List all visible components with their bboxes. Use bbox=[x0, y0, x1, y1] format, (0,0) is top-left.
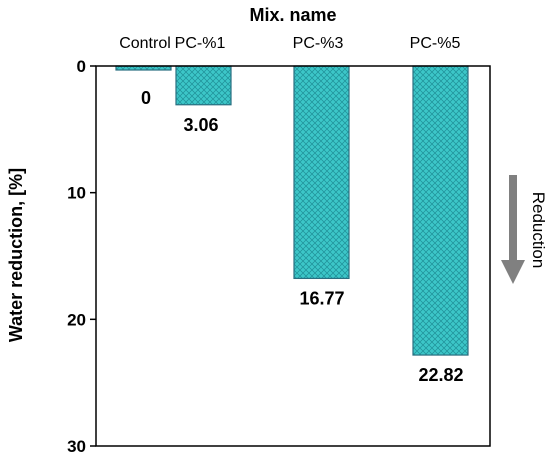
y-tick-label: 20 bbox=[67, 310, 86, 329]
bar-pc-3 bbox=[293, 65, 350, 280]
y-tick-label: 30 bbox=[67, 437, 86, 456]
reduction-annotation-text: Reduction bbox=[529, 192, 548, 269]
reduction-arrow bbox=[501, 175, 525, 284]
plot-frame bbox=[95, 65, 491, 447]
y-tick-label: 0 bbox=[77, 57, 86, 76]
x-category-label-pc-1: PC-%1 bbox=[175, 35, 226, 52]
reduction-annotation: Reduction bbox=[501, 175, 548, 284]
bar-pc-1 bbox=[175, 65, 232, 106]
x-category-label-pc-3: PC-%3 bbox=[293, 35, 344, 52]
data-label-pc-5: 22.82 bbox=[418, 365, 463, 385]
data-label-pc-1: 3.06 bbox=[183, 115, 218, 135]
y-axis-title: Water reduction, [%] bbox=[6, 168, 26, 342]
x-category-label-pc-5: PC-%5 bbox=[410, 35, 461, 52]
x-axis-title: Mix. name bbox=[249, 5, 336, 25]
y-tick-label: 10 bbox=[67, 184, 86, 203]
x-category-label-control: Control bbox=[119, 35, 171, 52]
bar-pc-5 bbox=[412, 65, 469, 356]
data-label-pc-3: 16.77 bbox=[299, 288, 344, 308]
data-label-control: 0 bbox=[141, 88, 151, 108]
